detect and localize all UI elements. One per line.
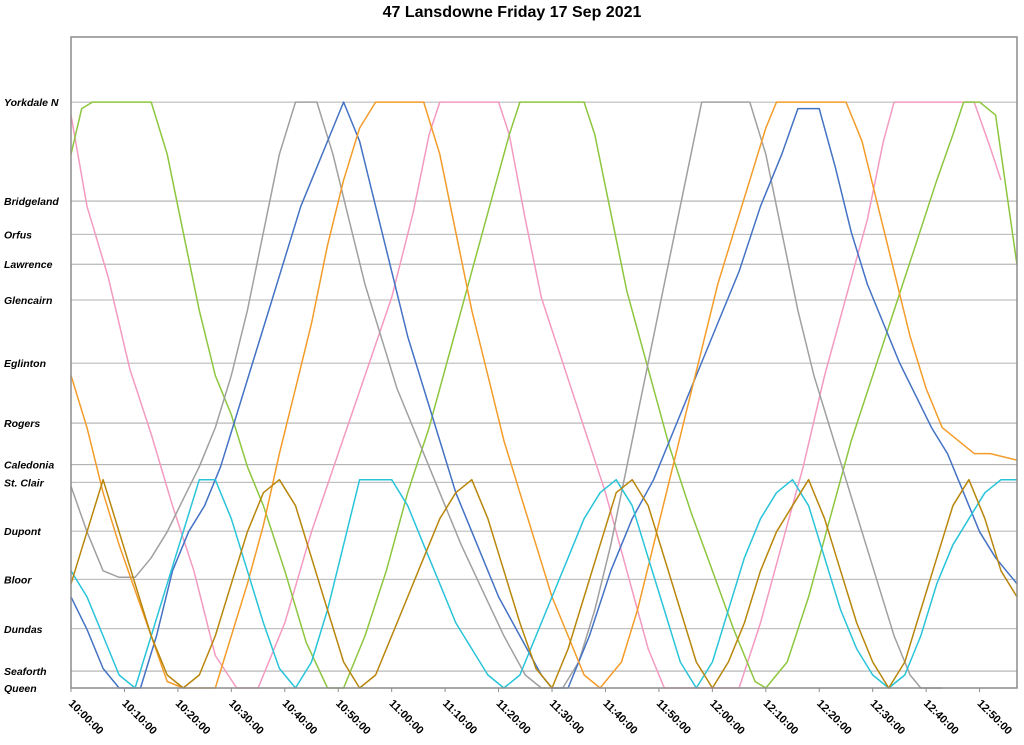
series-line-2 [70,101,943,689]
x-tick-label: 12:50:00 [974,698,1014,738]
stop-label: St. Clair [4,477,45,489]
x-tick-label: 10:30:00 [226,698,266,738]
series-line-6 [70,478,1018,689]
x-tick-label: 12:40:00 [921,698,961,738]
stop-labels: Yorkdale N Bridgeland Orfus Lawrence Glencai… [4,97,59,695]
stop-label: Glencairn [4,295,52,307]
x-tick-label: 12:10:00 [761,698,801,738]
x-tick-label: 11:10:00 [440,698,479,737]
series-line-1 [70,101,1018,689]
stop-label: Lawrence [4,259,53,271]
x-tick-label: 10:10:00 [119,698,159,738]
stop-label: Orfus [4,229,32,241]
grid-layer [71,101,1017,689]
stop-label: Dupont [4,526,41,538]
stop-label: Seaforth [4,666,47,678]
x-tick-label: 11:00:00 [387,698,426,737]
stop-label: Eglinton [4,358,46,370]
x-tick-label: 12:20:00 [814,698,854,738]
series-layer [70,101,1018,689]
x-tick-label: 11:20:00 [493,698,532,737]
plot-frame [70,36,1018,689]
stop-label: Caledonia [4,460,54,472]
x-tick-label: 11:40:00 [600,698,639,737]
series-line-5 [70,478,1017,689]
stop-label: Dundas [4,624,43,636]
x-tick-label: 10:40:00 [280,698,320,738]
stop-label: Bloor [4,574,32,586]
stop-label: Bridgeland [4,196,59,208]
series-line-0 [70,101,1002,689]
series-line-3 [70,101,1018,689]
stop-label: Queen [4,683,37,695]
stop-label: Yorkdale N [4,97,59,109]
time-labels: 10:00:00 10:10:00 10:20:00 10:30:00 10:40:00… [66,688,1014,737]
x-tick-label: 12:30:00 [868,698,908,738]
x-tick-label: 10:50:00 [333,698,373,738]
chart-title: 47 Lansdowne Friday 17 Sep 2021 [382,4,642,21]
x-tick-label: 11:30:00 [547,698,586,737]
stop-label: Rogers [4,418,40,430]
x-tick-label: 12:00:00 [707,698,747,738]
series-line-4 [70,101,1018,689]
x-tick-label: 10:00:00 [66,698,106,738]
x-tick-label: 10:20:00 [173,698,213,738]
x-tick-label: 11:50:00 [654,698,693,737]
